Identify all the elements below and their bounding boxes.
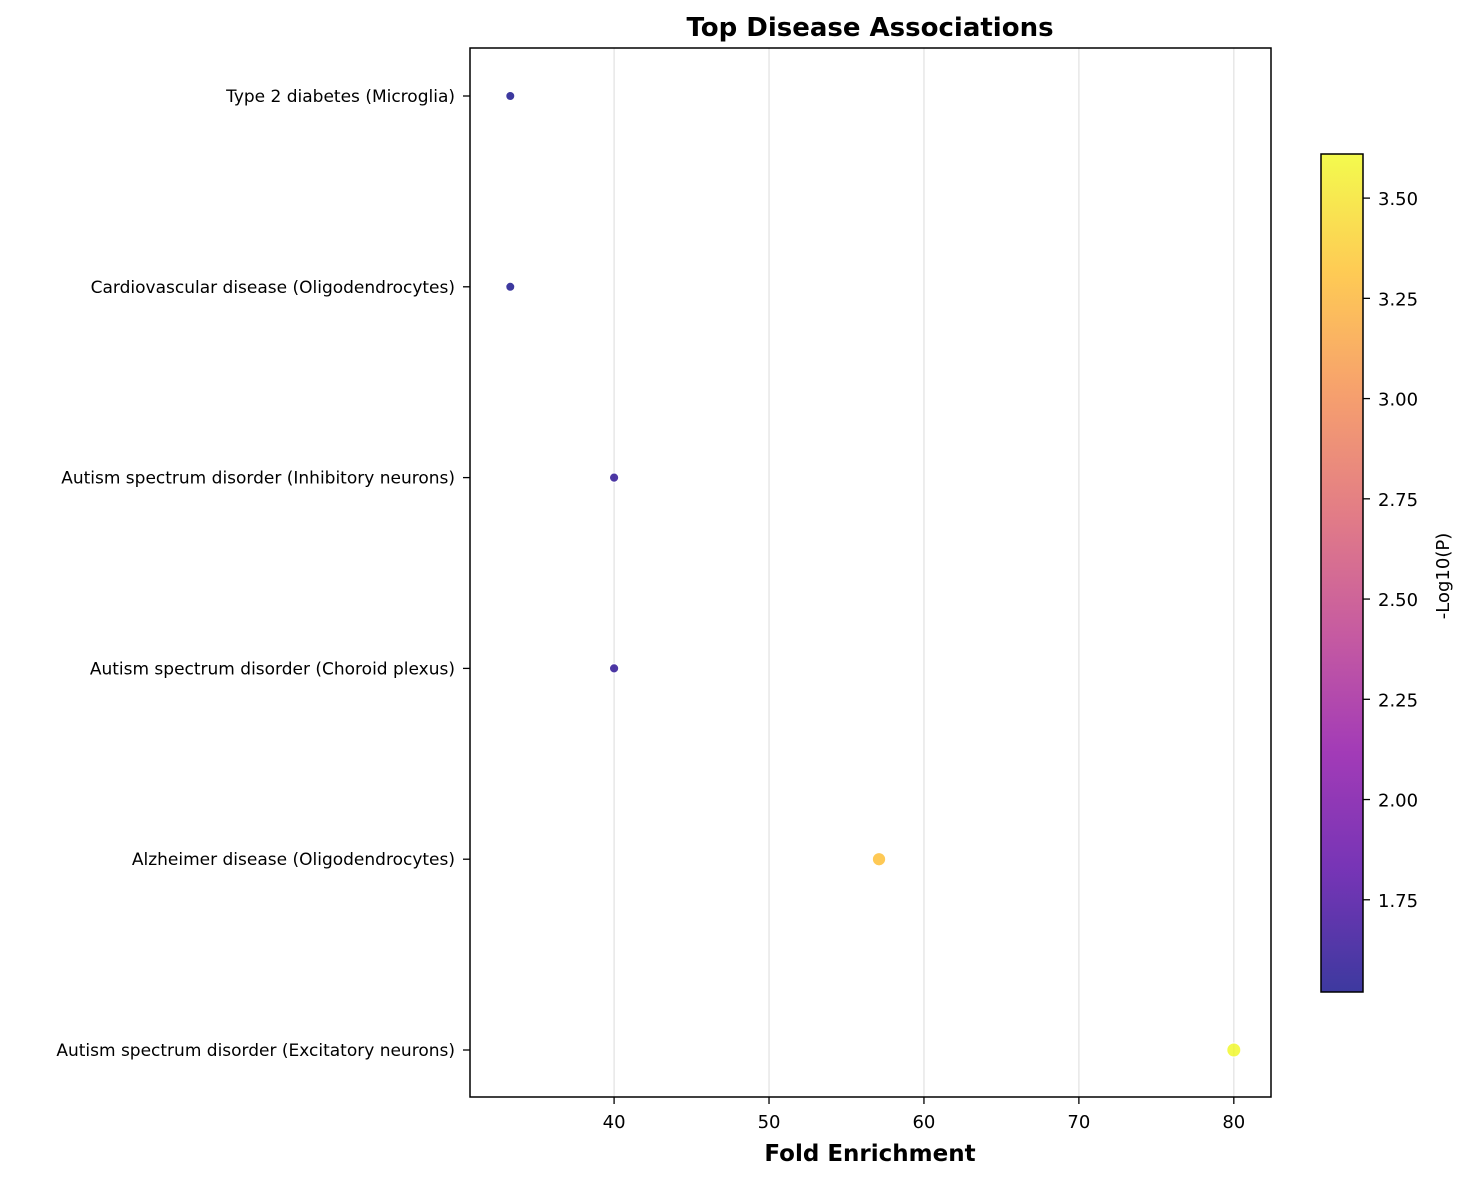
- y-tick-label: Cardiovascular disease (Oligodendrocytes…: [91, 278, 455, 298]
- x-ticks: 40 50 60 70 80: [603, 1097, 1245, 1133]
- x-axis-label: Fold Enrichment: [764, 1141, 975, 1167]
- colorbar-tick-label: 3.50: [1378, 189, 1418, 210]
- y-tick-label: Alzheimer disease (Oligodendrocytes): [132, 850, 455, 870]
- colorbar-tick-label: 2.75: [1378, 490, 1418, 511]
- data-point: [505, 281, 516, 292]
- x-tick-label: 70: [1067, 1112, 1090, 1133]
- data-point: [505, 91, 516, 101]
- points: [505, 91, 1242, 1058]
- colorbar-tick-label: 2.00: [1378, 791, 1418, 812]
- data-point: [608, 472, 620, 483]
- data-point: [1226, 1042, 1242, 1058]
- y-ticks: Type 2 diabetes (Microglia) Cardiovascula…: [56, 87, 470, 1061]
- colorbar: [1321, 154, 1363, 992]
- x-tick-label: 80: [1222, 1112, 1245, 1133]
- y-tick-label: Autism spectrum disorder (Inhibitory neu…: [61, 469, 455, 489]
- colorbar-tick-label: 3.00: [1378, 390, 1418, 411]
- colorbar-tick-label: 2.25: [1378, 690, 1418, 711]
- y-tick-label: Autism spectrum disorder (Excitatory neu…: [56, 1041, 455, 1061]
- colorbar-tick-label: 3.25: [1378, 289, 1418, 310]
- grid: [613, 48, 1235, 1097]
- x-tick-label: 50: [758, 1112, 781, 1133]
- colorbar-label: -Log10(P): [1433, 533, 1454, 619]
- colorbar-ticks: 1.75 2.00 2.25 2.50 2.75 3.00 3.25 3.50: [1363, 189, 1418, 912]
- colorbar-frame: [1320, 153, 1364, 993]
- y-tick-label: Type 2 diabetes (Microglia): [225, 87, 455, 107]
- x-tick-label: 60: [912, 1112, 935, 1133]
- data-point: [871, 852, 887, 867]
- colorbar-tick-label: 1.75: [1378, 891, 1418, 912]
- plot-frame: [469, 47, 1272, 1098]
- colorbar-tick-label: 2.50: [1378, 590, 1418, 611]
- y-tick-label: Autism spectrum disorder (Choroid plexus…: [90, 659, 455, 679]
- x-tick-label: 40: [603, 1112, 626, 1133]
- data-point: [608, 663, 620, 674]
- chart-title: Top Disease Associations: [686, 13, 1053, 43]
